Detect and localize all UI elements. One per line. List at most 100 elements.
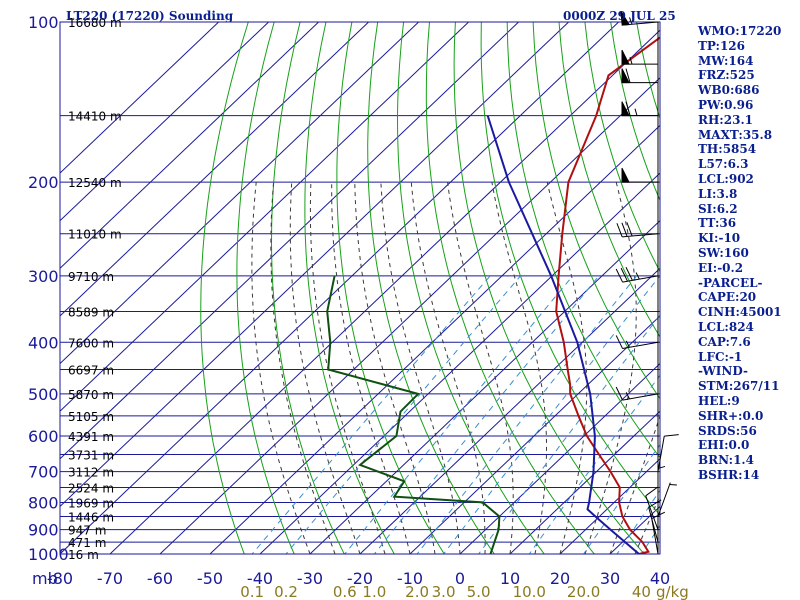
dry-adiabat-line bbox=[425, 22, 595, 554]
moist-adiabat-line bbox=[331, 182, 411, 554]
height-label: 9710 m bbox=[68, 270, 114, 284]
moist-adiabat-line bbox=[447, 182, 514, 554]
index-item: WB0:686 bbox=[698, 83, 760, 98]
wind-barb bbox=[616, 222, 659, 238]
dry-adiabat-line bbox=[236, 22, 295, 554]
wind-barb bbox=[621, 68, 658, 84]
dry-adiabat-line bbox=[532, 22, 660, 400]
index-item: LCL:824 bbox=[698, 319, 754, 334]
index-item: LFC:-1 bbox=[698, 349, 743, 364]
height-label: 16 m bbox=[68, 548, 99, 562]
temperature-tick-label: -40 bbox=[247, 569, 273, 588]
height-label: 14410 m bbox=[68, 110, 122, 124]
temperature-tick-label: -10 bbox=[397, 569, 423, 588]
dry-adiabat-line bbox=[200, 22, 249, 554]
moist-adiabat-line bbox=[251, 182, 311, 554]
pressure-unit-label: mb bbox=[32, 569, 58, 588]
isotherm-line bbox=[60, 22, 519, 460]
temperature-tick-label: 10 bbox=[500, 569, 520, 588]
index-item: SW:160 bbox=[698, 245, 749, 260]
pressure-tick-label: 800 bbox=[28, 493, 59, 512]
index-item: TT:36 bbox=[698, 216, 737, 231]
mixing-ratio-line bbox=[416, 275, 638, 554]
mixing-ratio-line bbox=[528, 374, 660, 554]
mixing-ratio-label: 3.0 bbox=[432, 583, 456, 600]
moist-adiabat-line bbox=[289, 182, 361, 554]
isotherm-line bbox=[60, 22, 319, 269]
index-item: FRZ:525 bbox=[698, 68, 755, 83]
index-item: -PARCEL- bbox=[698, 275, 763, 290]
isotherm-line bbox=[60, 22, 569, 508]
temperature-tick-label: 30 bbox=[600, 569, 620, 588]
height-label: 6697 m bbox=[68, 364, 114, 378]
pressure-tick-label: 600 bbox=[28, 427, 59, 446]
moist-adiabat-line bbox=[354, 182, 436, 554]
mixing-ratio-line bbox=[616, 489, 660, 554]
mixing-ratio-unit-label: g/kg bbox=[656, 583, 689, 600]
dry-adiabat-line bbox=[784, 0, 800, 565]
index-item: CAPE:20 bbox=[698, 290, 757, 305]
isotherm-line bbox=[60, 22, 269, 222]
index-item: CINH:45001 bbox=[698, 305, 782, 320]
dry-adiabat-line bbox=[304, 22, 395, 554]
mixing-ratio-label: 0.2 bbox=[274, 583, 298, 600]
index-item: BRN:1.4 bbox=[698, 453, 754, 468]
height-label: 2524 m bbox=[68, 482, 114, 496]
height-label: 3112 m bbox=[68, 466, 114, 480]
parcel-profile bbox=[486, 115, 640, 554]
temperature-tick-label: 0 bbox=[455, 569, 465, 588]
temperature-tick-label: -70 bbox=[97, 569, 123, 588]
mixing-ratio-line bbox=[344, 275, 574, 554]
dry-adiabat-line bbox=[396, 22, 545, 554]
dry-adiabat-line bbox=[270, 22, 345, 554]
height-label: 1969 m bbox=[68, 496, 114, 510]
index-item: LI:3.8 bbox=[698, 186, 738, 201]
index-item: EI:-0.2 bbox=[698, 260, 744, 275]
mixing-ratio-label: 20.0 bbox=[567, 583, 600, 600]
wind-barb bbox=[657, 465, 666, 503]
pressure-tick-label: 700 bbox=[28, 463, 59, 482]
sounding-time: 0000Z 29 JUL 25 bbox=[563, 9, 676, 23]
mixing-ratio-label: 1.0 bbox=[362, 583, 386, 600]
indices-panel: WMO:17220 TP:126 MW:164 FRZ:525 WB0:686 PW:0.… bbox=[698, 24, 782, 483]
moist-adiabat-line bbox=[410, 182, 486, 554]
height-label: 947 m bbox=[68, 524, 106, 538]
moist-adiabat-line bbox=[270, 182, 336, 554]
isotherm-line bbox=[459, 362, 660, 554]
height-label: 11010 m bbox=[68, 228, 122, 242]
index-item: TH:5854 bbox=[698, 142, 757, 157]
isotherm-line bbox=[259, 172, 660, 554]
mixing-ratio-line bbox=[373, 275, 600, 554]
index-item: -WIND- bbox=[698, 364, 748, 379]
isotherm-line bbox=[559, 458, 660, 554]
isotherm-line bbox=[60, 22, 469, 412]
isotherm-line bbox=[60, 22, 219, 174]
wind-barb bbox=[615, 267, 659, 283]
index-item: L57:6.3 bbox=[698, 157, 749, 172]
temperature-tick-label: -60 bbox=[147, 569, 173, 588]
pressure-tick-label: 500 bbox=[28, 385, 59, 404]
mixing-ratio-line bbox=[251, 275, 491, 554]
mixing-ratio-line bbox=[477, 314, 660, 554]
plot-frame bbox=[59, 21, 661, 555]
isotherm-line bbox=[409, 315, 660, 554]
temperature-tick-label: -50 bbox=[197, 569, 223, 588]
dry-adiabat-line bbox=[558, 22, 660, 338]
moist-adiabat-line bbox=[309, 182, 386, 554]
temperature-tick-label: -80 bbox=[47, 569, 73, 588]
mixing-ratio-label: 0.1 bbox=[240, 583, 264, 600]
moist-adiabat-line bbox=[584, 181, 637, 554]
wind-barb bbox=[657, 482, 677, 517]
index-item: WMO:17220 bbox=[698, 24, 782, 38]
wind-barb bbox=[615, 386, 659, 401]
wind-barb bbox=[620, 10, 659, 26]
mixing-ratio-label: 5.0 bbox=[467, 583, 491, 600]
wind-barb bbox=[621, 101, 658, 117]
height-label: 5105 m bbox=[68, 410, 114, 424]
mixing-ratio-label: 2.0 bbox=[405, 583, 429, 600]
isotherm-line bbox=[60, 22, 619, 554]
height-label: 7600 m bbox=[68, 336, 114, 350]
wind-barb bbox=[621, 49, 658, 65]
index-item: CAP:7.6 bbox=[698, 334, 751, 349]
